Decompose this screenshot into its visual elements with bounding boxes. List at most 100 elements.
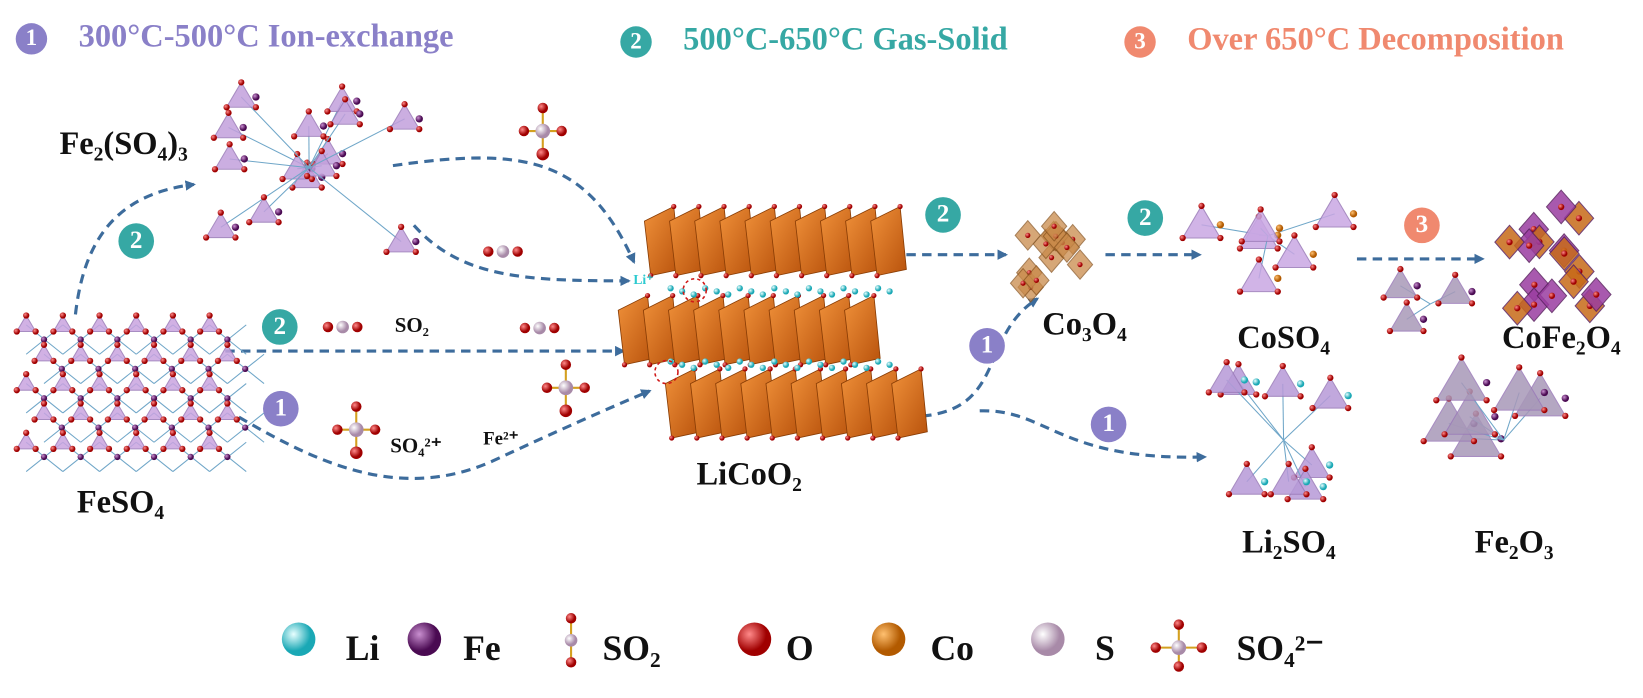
atom bbox=[150, 453, 158, 461]
atom bbox=[206, 312, 213, 319]
atom bbox=[132, 365, 139, 373]
atom bbox=[1490, 406, 1498, 414]
atom bbox=[771, 285, 778, 292]
atom bbox=[279, 175, 286, 183]
atom bbox=[1558, 203, 1565, 211]
tetrahedron bbox=[1493, 366, 1546, 411]
atom bbox=[1483, 397, 1490, 404]
tetrahedron bbox=[70, 402, 92, 421]
atom bbox=[23, 312, 30, 319]
atom bbox=[886, 288, 893, 295]
atom bbox=[160, 387, 167, 394]
atom bbox=[332, 424, 343, 435]
atom bbox=[794, 291, 801, 298]
atom bbox=[805, 285, 813, 292]
atom bbox=[698, 273, 704, 279]
tetrahedron bbox=[33, 343, 55, 362]
step-number: 1 bbox=[1102, 410, 1115, 437]
atom bbox=[621, 362, 628, 368]
atom bbox=[1309, 404, 1316, 412]
arrow bbox=[392, 156, 636, 264]
atom bbox=[13, 387, 20, 394]
tetrahedron bbox=[1443, 390, 1496, 435]
atom bbox=[23, 429, 30, 436]
atom bbox=[401, 101, 408, 108]
atom bbox=[338, 83, 346, 90]
tetrahedron bbox=[199, 314, 220, 333]
header-text: Over 650°C Decomposition bbox=[1187, 21, 1564, 57]
atom bbox=[40, 453, 48, 461]
legend-label: Fe bbox=[463, 628, 501, 668]
atom bbox=[58, 365, 65, 373]
atom bbox=[1025, 232, 1031, 238]
tetrahedron bbox=[1239, 258, 1279, 293]
atom bbox=[1171, 640, 1187, 655]
step-number: 2 bbox=[130, 227, 143, 254]
atom bbox=[556, 125, 567, 137]
atom bbox=[1279, 362, 1286, 370]
atom bbox=[1541, 406, 1548, 414]
atom bbox=[352, 321, 363, 333]
atom bbox=[1468, 300, 1476, 307]
atom bbox=[817, 366, 824, 372]
tetrahedron bbox=[199, 431, 220, 450]
atom bbox=[252, 104, 260, 111]
atom bbox=[179, 445, 186, 453]
atom bbox=[863, 291, 870, 298]
atom bbox=[1309, 250, 1317, 258]
atom bbox=[294, 150, 301, 158]
atom bbox=[874, 285, 882, 292]
tetrahedron bbox=[52, 314, 74, 333]
tetrahedron bbox=[180, 402, 202, 421]
atom bbox=[1433, 397, 1440, 404]
atom bbox=[150, 336, 158, 343]
atom bbox=[332, 162, 341, 170]
atom bbox=[1562, 412, 1569, 420]
atom bbox=[105, 387, 113, 394]
atom bbox=[759, 291, 766, 298]
tetrahedron bbox=[15, 431, 37, 450]
atom bbox=[415, 115, 423, 123]
atom bbox=[77, 453, 84, 461]
atom bbox=[1491, 412, 1499, 421]
atom bbox=[871, 292, 877, 299]
atom bbox=[1236, 245, 1244, 252]
atom bbox=[305, 108, 312, 115]
atom bbox=[214, 357, 222, 364]
atom bbox=[725, 364, 732, 372]
atom bbox=[1511, 412, 1519, 420]
atom bbox=[1570, 278, 1577, 285]
atom bbox=[324, 108, 331, 115]
atom bbox=[748, 288, 755, 295]
atom bbox=[895, 435, 901, 441]
tetrahedron bbox=[1228, 462, 1266, 495]
atom bbox=[1482, 378, 1491, 387]
atom bbox=[160, 445, 167, 453]
atom bbox=[320, 133, 327, 140]
atom bbox=[1561, 250, 1568, 257]
atom bbox=[1223, 358, 1230, 366]
tetrahedron bbox=[389, 103, 421, 130]
atom bbox=[644, 292, 651, 299]
atom bbox=[50, 445, 57, 453]
tetrahedron bbox=[1274, 234, 1315, 269]
atom bbox=[50, 387, 57, 394]
atom bbox=[23, 371, 30, 378]
atom bbox=[231, 223, 240, 231]
atom bbox=[179, 387, 186, 394]
atom bbox=[1561, 394, 1569, 402]
tetrahedron bbox=[385, 225, 417, 253]
arrow bbox=[238, 389, 652, 480]
header-badge bbox=[15, 23, 48, 55]
atom bbox=[483, 246, 494, 257]
atom bbox=[1403, 299, 1410, 306]
atom bbox=[1345, 404, 1352, 412]
atom bbox=[725, 291, 732, 298]
atom bbox=[77, 400, 84, 407]
atom bbox=[40, 395, 48, 402]
atom bbox=[824, 273, 830, 279]
atom bbox=[1327, 374, 1334, 381]
annotation: SO₂ bbox=[395, 313, 429, 337]
tetrahedron bbox=[205, 211, 237, 239]
tetrahedron bbox=[1269, 462, 1308, 495]
